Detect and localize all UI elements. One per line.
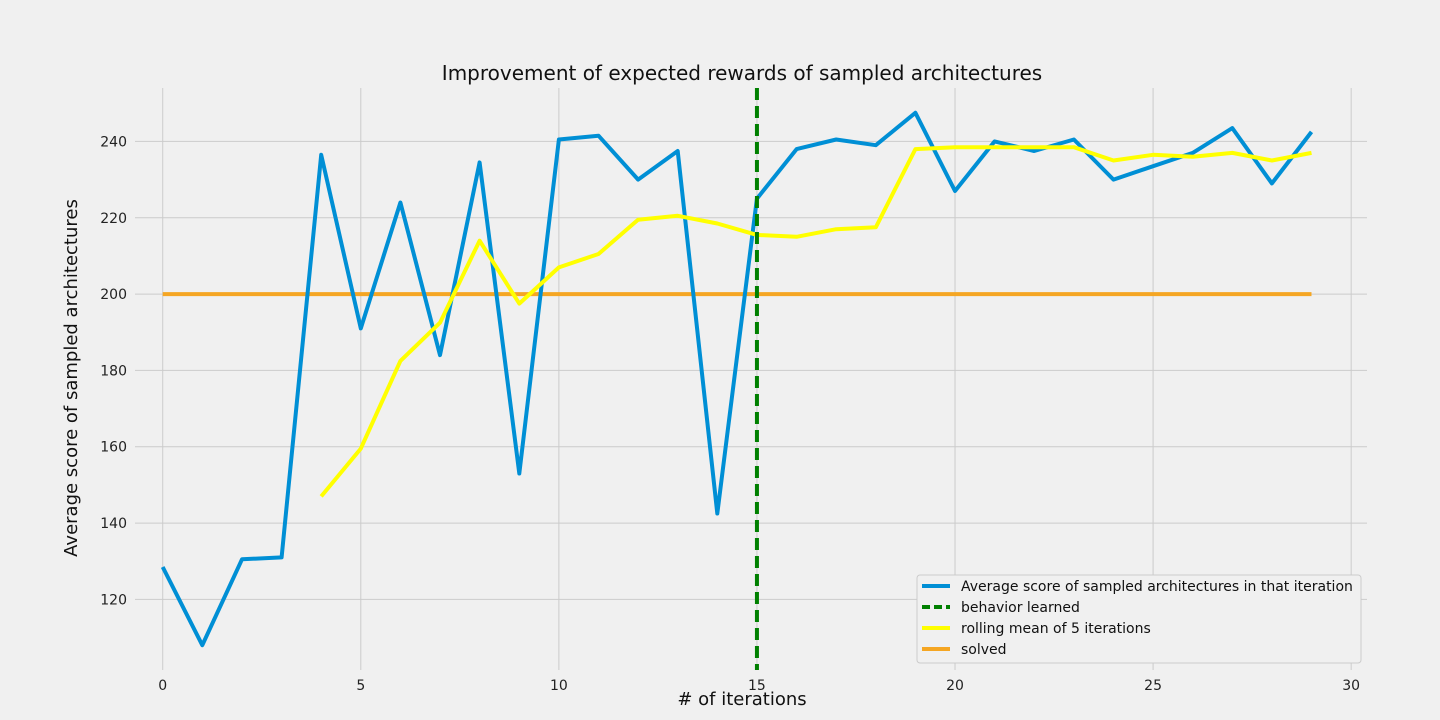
x-tick-label: 20 [946, 678, 964, 694]
legend-label: Average score of sampled architectures i… [961, 579, 1353, 595]
legend-box [916, 574, 1362, 664]
series-layer [160, 88, 1314, 670]
x-axis-title: # of iterations [677, 689, 806, 710]
x-tick-label: 30 [1342, 678, 1360, 694]
legend-label: behavior learned [961, 600, 1080, 616]
x-tick-label: 0 [158, 678, 167, 694]
y-axis-title: Average score of sampled architectures [61, 199, 82, 557]
ticks: 0 5 10 15 20 25 30 120 140 160 180 200 220 240 [100, 134, 1360, 694]
x-tick-label: 10 [550, 678, 568, 694]
legend: Average score of sampled architectures i… [916, 574, 1362, 664]
x-tick-label: 25 [1144, 678, 1162, 694]
y-tick-label: 200 [100, 287, 127, 303]
y-tick-label: 140 [100, 516, 127, 532]
legend-label: solved [961, 642, 1007, 658]
y-tick-label: 180 [100, 363, 127, 379]
chart-title: Improvement of expected rewards of sampl… [442, 61, 1042, 85]
grid [135, 88, 1367, 670]
y-tick-label: 220 [100, 211, 127, 227]
x-tick-label: 15 [748, 678, 766, 694]
y-tick-label: 240 [100, 134, 127, 150]
y-tick-label: 160 [100, 440, 127, 456]
y-tick-label: 120 [100, 592, 127, 608]
rolling-mean-line [319, 145, 1312, 498]
legend-label: rolling mean of 5 iterations [961, 621, 1151, 637]
x-tick-label: 5 [356, 678, 365, 694]
average-score-line [160, 110, 1314, 648]
